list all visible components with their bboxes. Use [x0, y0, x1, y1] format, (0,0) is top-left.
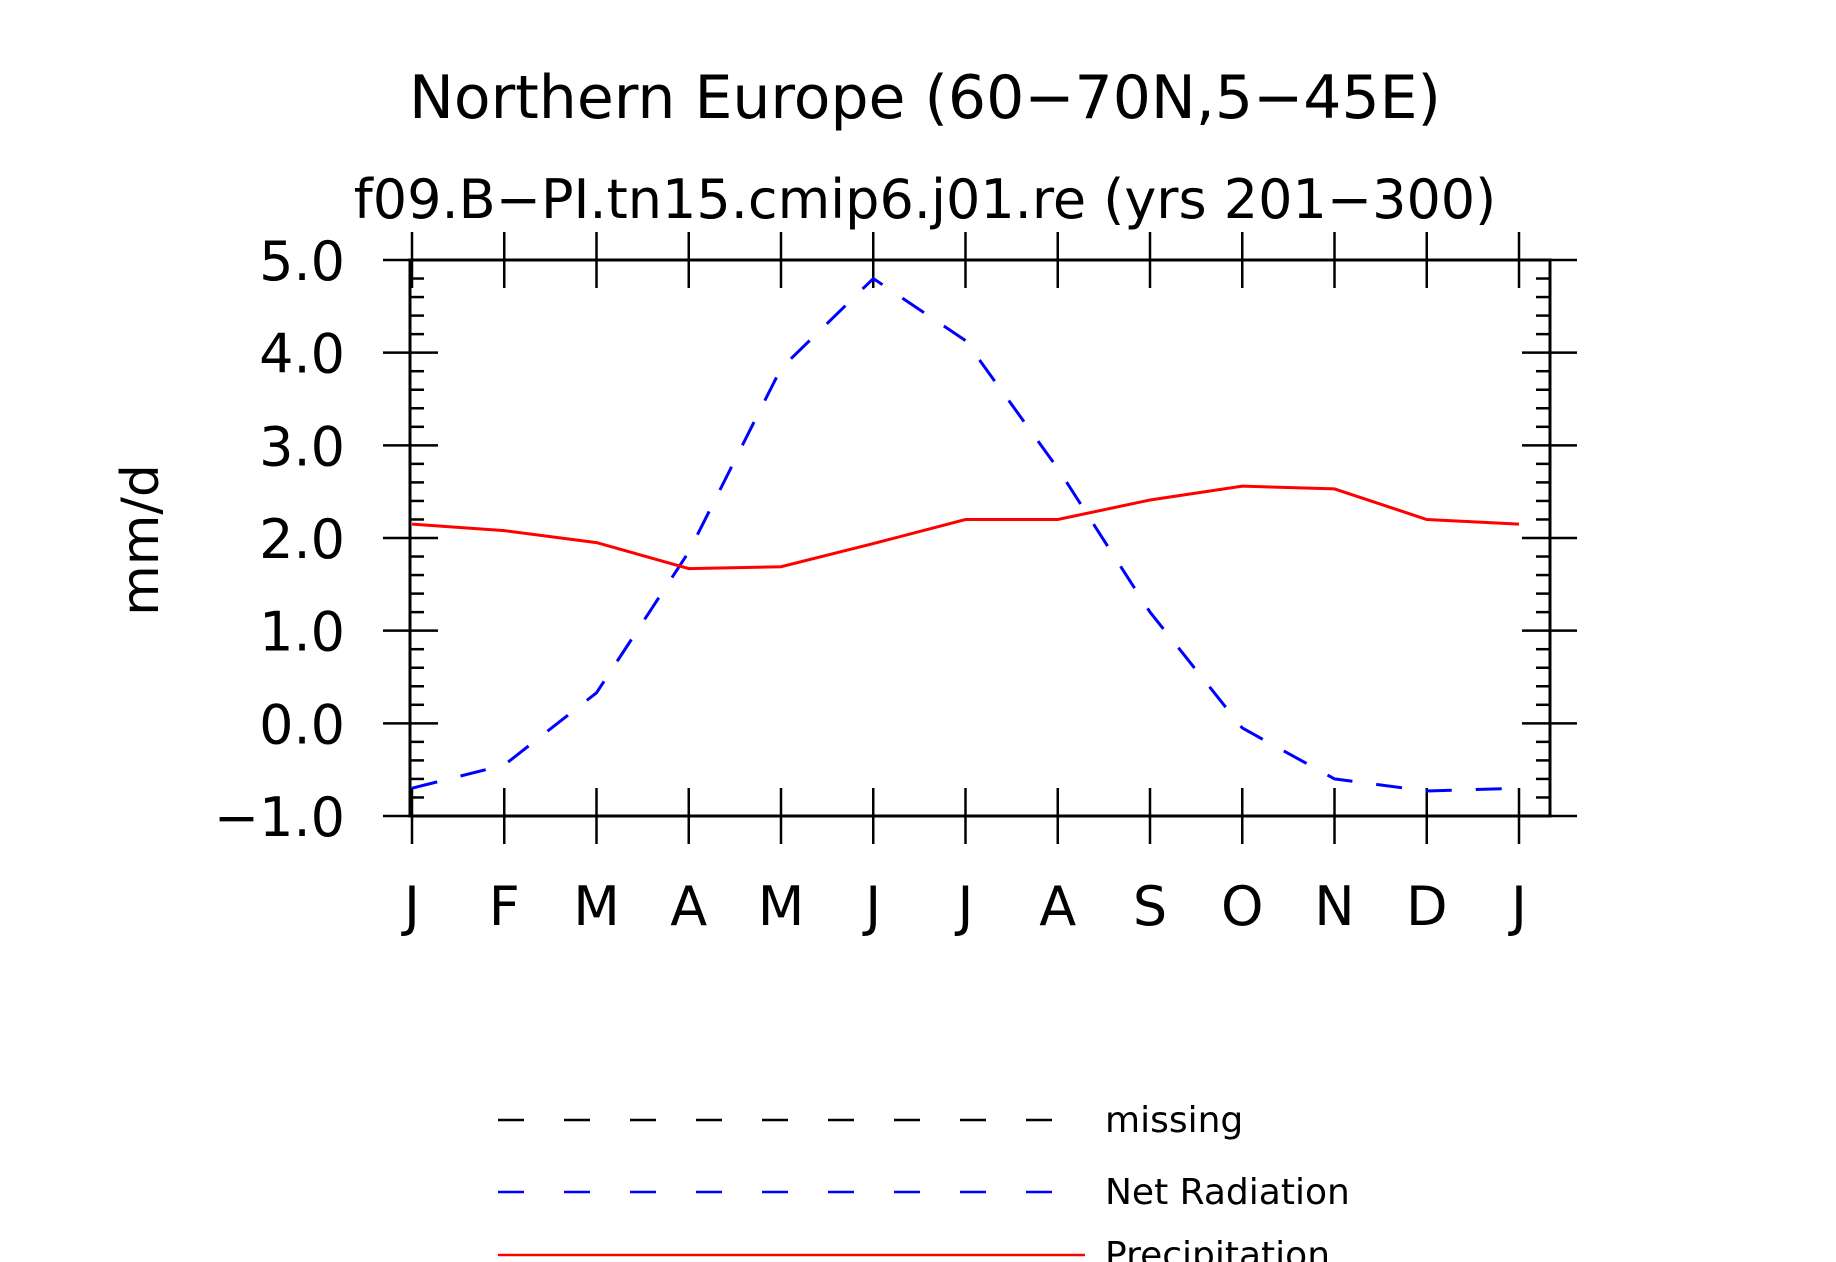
x-tick-label: M — [758, 875, 805, 938]
y-tick-label: 2.0 — [259, 508, 345, 571]
x-tick-label: J — [1508, 875, 1527, 938]
plot-frame — [408, 258, 1552, 818]
legend: missing Net Radiation Precipitation — [498, 1100, 1350, 1262]
x-axis-ticks — [410, 232, 1521, 844]
x-tick-label: J — [401, 875, 420, 938]
x-tick-label: A — [670, 875, 707, 938]
y-axis-tick-labels: −1.0 0.0 1.0 2.0 3.0 4.0 5.0 — [214, 230, 345, 849]
x-tick-label: O — [1221, 875, 1264, 938]
legend-label: Net Radiation — [1105, 1172, 1350, 1213]
x-tick-label: F — [489, 875, 520, 938]
y-tick-label: 1.0 — [259, 601, 345, 664]
x-tick-label: S — [1133, 875, 1167, 938]
y-tick-label: 0.0 — [259, 693, 345, 756]
series-line — [411, 276, 1520, 793]
y-tick-label: 4.0 — [259, 323, 345, 386]
series-layer — [411, 276, 1520, 793]
x-tick-label: A — [1039, 875, 1076, 938]
x-tick-label: N — [1314, 875, 1354, 938]
legend-label: Precipitation — [1105, 1235, 1330, 1262]
x-tick-label: M — [573, 875, 620, 938]
legend-label: missing — [1105, 1100, 1243, 1141]
y-axis-label: mm/d — [111, 464, 171, 616]
chart-title: Northern Europe (60−70N,5−45E) — [409, 63, 1441, 133]
y-tick-label: 5.0 — [259, 230, 345, 293]
y-axis-ticks — [383, 258, 1577, 818]
x-tick-label: D — [1406, 875, 1448, 938]
x-tick-label: J — [862, 875, 881, 938]
series-line — [411, 484, 1520, 571]
y-tick-label: 3.0 — [259, 415, 345, 478]
x-tick-label: J — [955, 875, 974, 938]
chart-subtitle: f09.B−PI.tn15.cmip6.j01.re (yrs 201−300) — [354, 168, 1496, 231]
y-tick-label: −1.0 — [214, 786, 345, 849]
